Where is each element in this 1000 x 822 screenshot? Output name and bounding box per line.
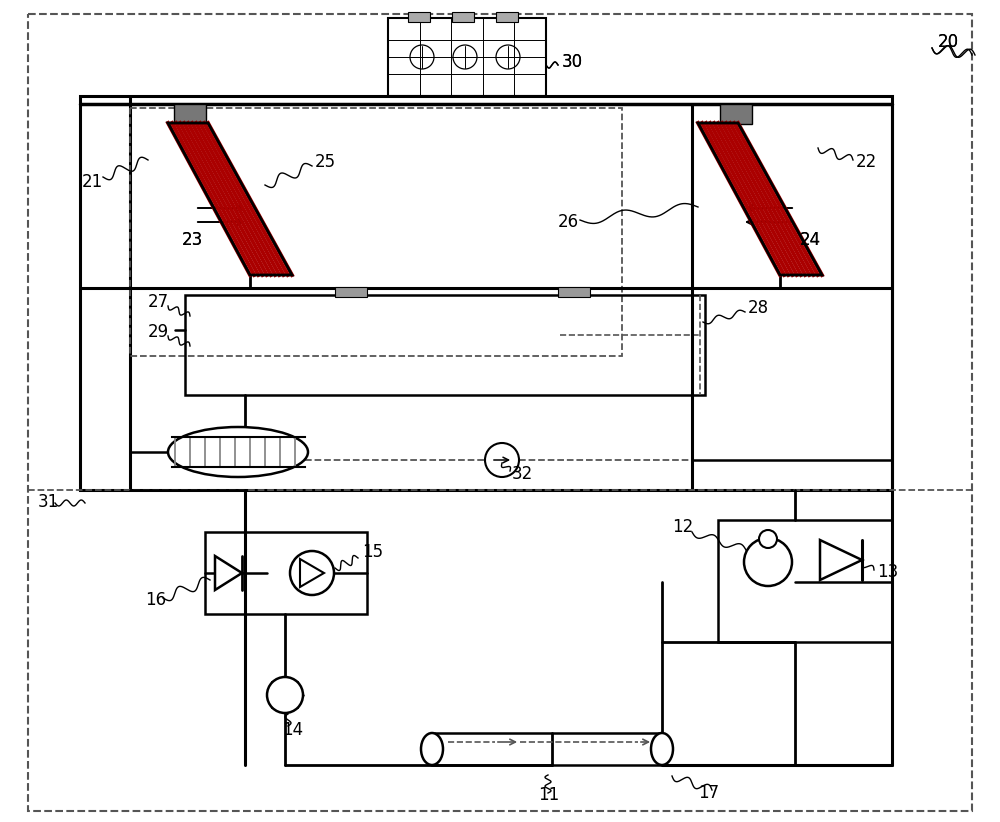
Text: 14: 14 [282,721,303,739]
Polygon shape [215,556,242,590]
Text: 20: 20 [938,33,959,51]
Ellipse shape [168,427,308,477]
Bar [335,287,367,297]
Text: 24: 24 [800,231,821,249]
Text: 28: 28 [748,299,769,317]
Circle shape [267,677,303,713]
Circle shape [290,551,334,595]
Circle shape [485,443,519,477]
Text: 26: 26 [558,213,579,231]
Bar [174,104,206,124]
Text: 30: 30 [562,53,583,71]
Text: 29: 29 [148,323,169,341]
Bar [80,96,892,490]
Bar [720,104,752,124]
Bar [408,12,430,22]
Text: 32: 32 [512,465,533,483]
Text: 20: 20 [938,33,959,51]
Text: 23: 23 [182,231,203,249]
Text: 17: 17 [698,784,719,802]
Bar [432,733,662,765]
Bar [205,532,367,614]
Polygon shape [820,540,862,580]
Circle shape [759,530,777,548]
Bar [558,287,590,297]
Text: 12: 12 [672,518,693,536]
Text: 15: 15 [362,543,383,561]
Circle shape [744,538,792,586]
Bar [388,18,546,96]
Text: 27: 27 [148,293,169,311]
Text: 30: 30 [562,53,583,71]
Text: 21: 21 [82,173,103,191]
Ellipse shape [421,733,443,765]
Text: 25: 25 [315,153,336,171]
Bar [718,520,892,642]
Text: 16: 16 [145,591,166,609]
Ellipse shape [651,733,673,765]
Text: 22: 22 [856,153,877,171]
Bar [452,12,474,22]
Bar [185,295,705,395]
Text: 31: 31 [38,493,59,511]
Text: 24: 24 [800,231,821,249]
Text: 11: 11 [538,786,559,804]
Text: 13: 13 [877,563,898,581]
Bar [130,108,622,356]
Text: 23: 23 [182,231,203,249]
Bar [496,12,518,22]
